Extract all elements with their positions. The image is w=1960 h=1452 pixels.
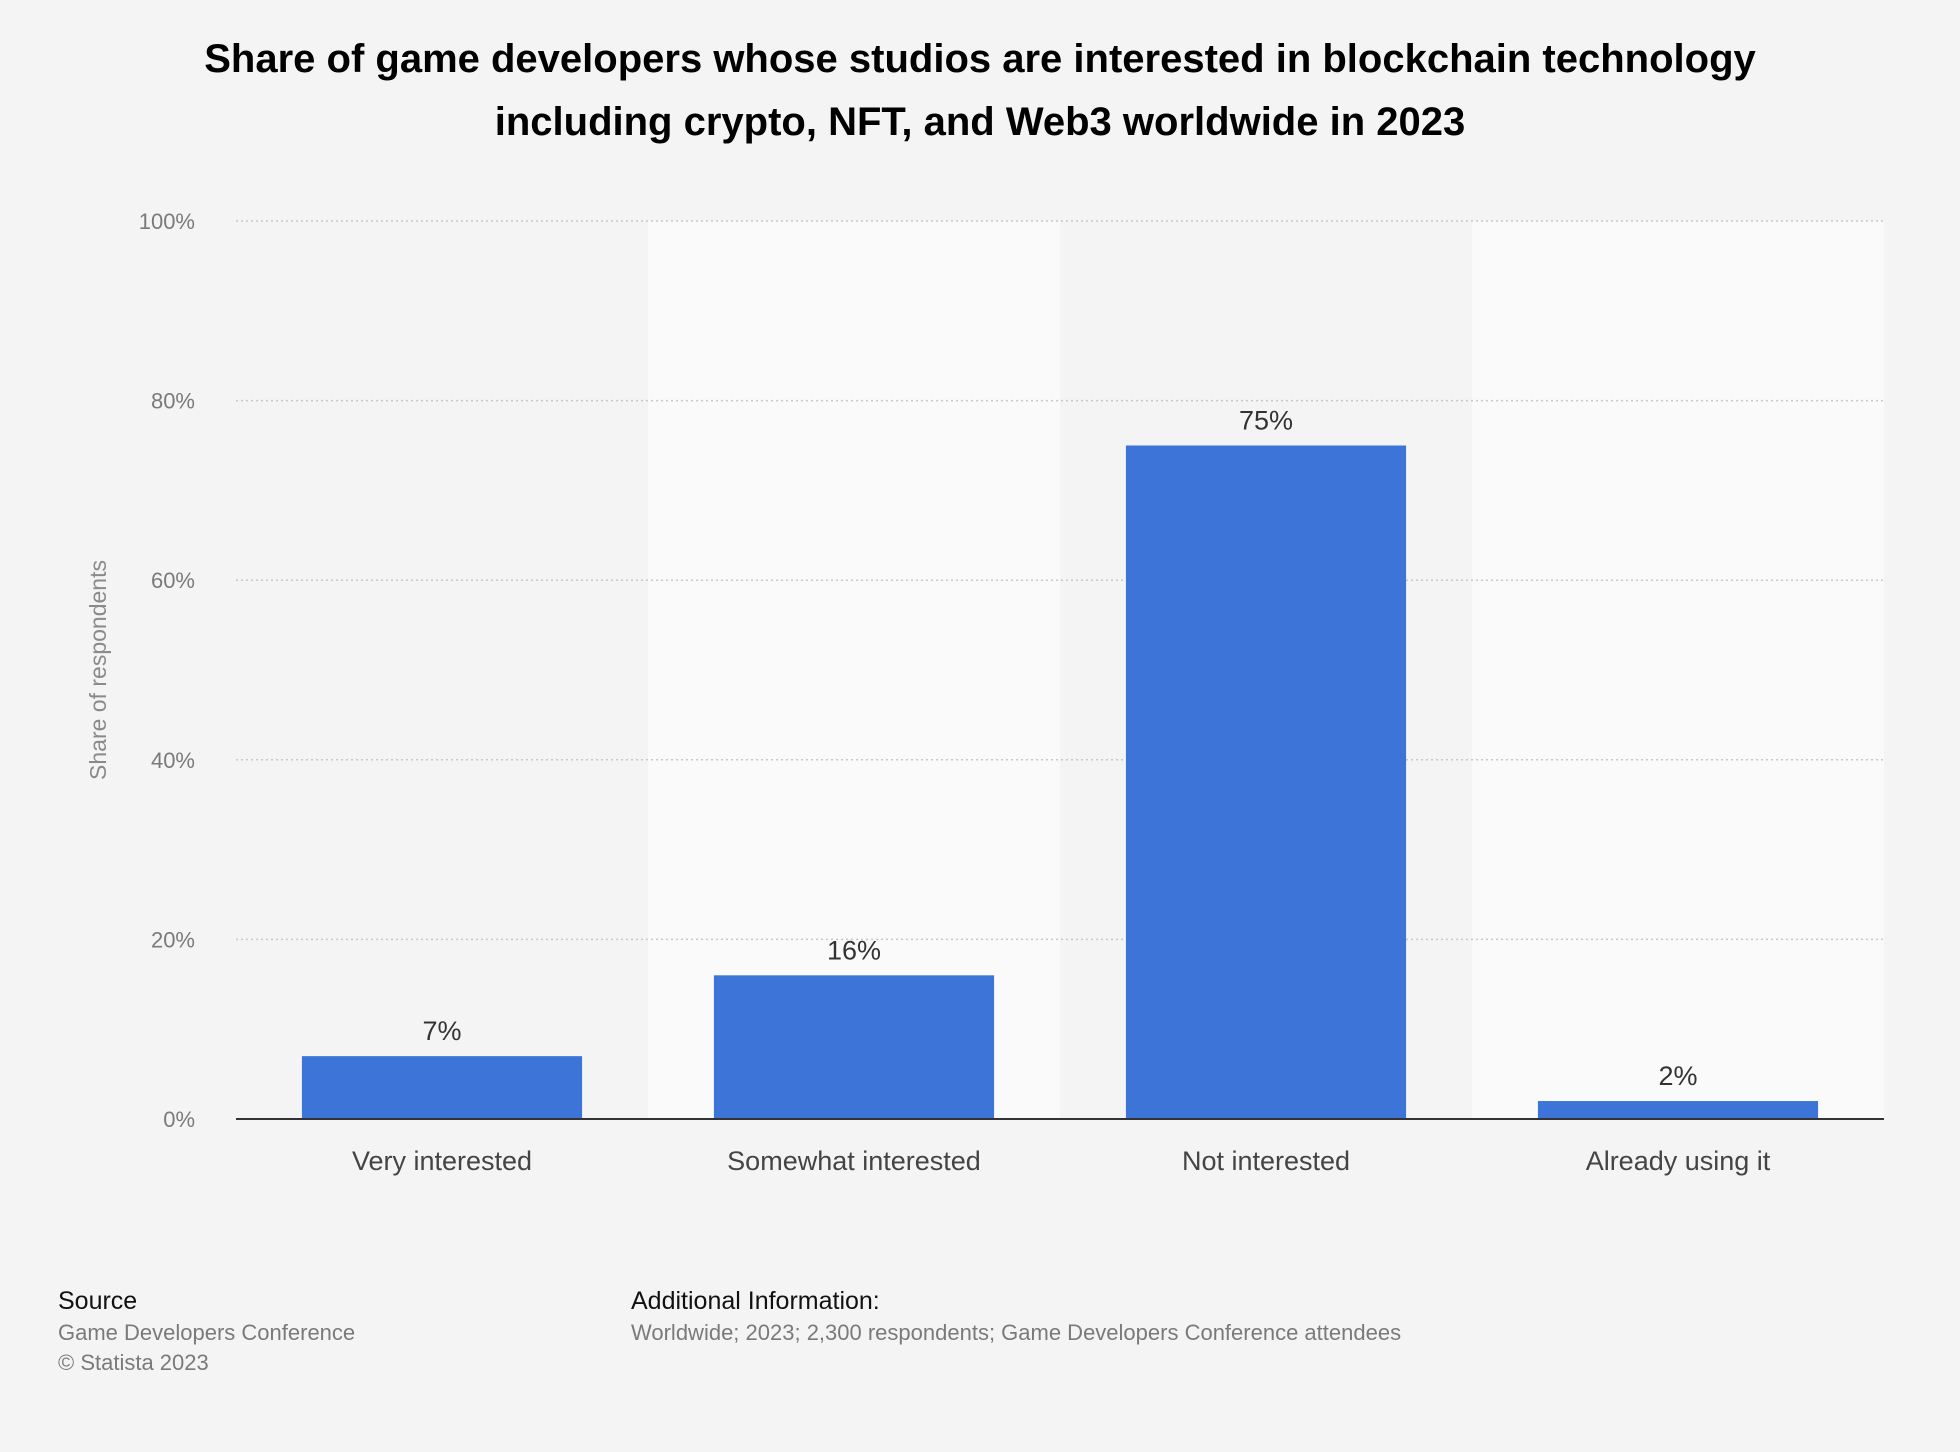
y-tick-label: 60% <box>151 568 195 593</box>
x-axis-ticks: Very interested Somewhat interested Not in… <box>352 1146 1771 1176</box>
y-tick-label: 0% <box>163 1107 195 1132</box>
source-heading: Source <box>58 1287 138 1315</box>
category-band <box>236 221 648 1119</box>
y-tick-label: 100% <box>139 209 195 234</box>
data-label: 7% <box>422 1016 461 1046</box>
category-bands <box>236 221 1884 1119</box>
data-labels: 7% 16% 75% 2% <box>422 406 1697 1092</box>
category-band <box>1472 221 1884 1119</box>
y-tick-label: 80% <box>151 389 195 414</box>
chart-title: Share of game developers whose studios a… <box>204 37 1756 144</box>
additional-info-heading: Additional Information: <box>631 1287 880 1315</box>
data-label: 75% <box>1239 406 1293 436</box>
x-tick-label: Very interested <box>352 1146 532 1176</box>
source-line-1: Game Developers Conference <box>58 1320 356 1345</box>
bars <box>301 445 1819 1119</box>
y-axis-ticks: 0% 20% 40% 60% 80% 100% <box>139 209 195 1132</box>
x-tick-label: Not interested <box>1182 1146 1350 1176</box>
bar <box>713 975 995 1119</box>
y-tick-label: 40% <box>151 748 195 773</box>
bar <box>301 1056 583 1119</box>
x-tick-label: Somewhat interested <box>727 1146 981 1176</box>
y-axis-label: Share of respondents <box>85 560 111 780</box>
data-label: 2% <box>1658 1061 1697 1091</box>
bar <box>1125 445 1407 1119</box>
data-label: 16% <box>827 935 881 965</box>
x-tick-label: Already using it <box>1586 1146 1771 1176</box>
bar <box>1537 1101 1819 1119</box>
additional-info-text: Worldwide; 2023; 2,300 respondents; Game… <box>631 1320 1402 1345</box>
y-tick-label: 20% <box>151 927 195 952</box>
category-band <box>648 221 1060 1119</box>
source-line-2: © Statista 2023 <box>58 1350 209 1375</box>
